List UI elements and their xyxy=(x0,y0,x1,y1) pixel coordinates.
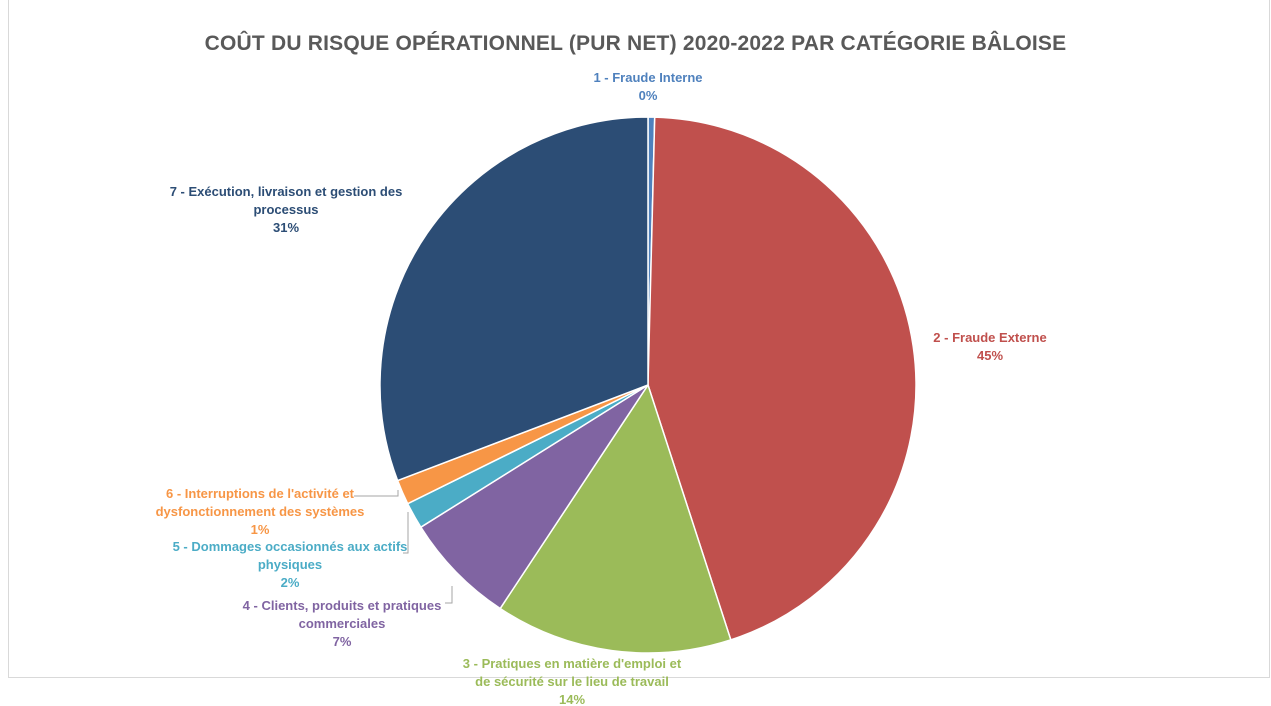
slice-category-label: 7 - Exécution, livraison et gestion des xyxy=(170,184,403,199)
pie-slice xyxy=(379,116,649,482)
leader-line xyxy=(403,512,409,554)
slice-label: 2 - Fraude Externe 45% xyxy=(933,330,1046,363)
slice-label: 7 - Exécution, livraison et gestion des p… xyxy=(170,184,403,235)
slice-category-label: 3 - Pratiques en matière d'emploi et xyxy=(463,656,682,671)
slice-category-label: 4 - Clients, produits et pratiques xyxy=(243,598,442,613)
slice-percent-label: 45% xyxy=(977,348,1003,363)
pie-slice xyxy=(419,384,649,610)
slice-percent-label: 31% xyxy=(273,220,299,235)
slice-percent-label: 2% xyxy=(281,575,300,590)
slice-percent-label: 1% xyxy=(251,522,270,537)
leader-line xyxy=(354,490,399,497)
slice-category-label: 5 - Dommages occasionnés aux actifs xyxy=(173,539,408,554)
leader-line xyxy=(445,586,453,604)
slice-category-label: 2 - Fraude Externe xyxy=(933,330,1046,345)
slice-category-label: commerciales xyxy=(299,616,386,631)
slice-label: 3 - Pratiques en matière d'emploi et de s… xyxy=(463,656,682,706)
slice-percent-label: 0% xyxy=(639,88,658,103)
slice-label: 5 - Dommages occasionnés aux actifs physi… xyxy=(173,539,408,590)
slice-category-label: processus xyxy=(253,202,318,217)
pie-slice xyxy=(647,116,917,641)
slice-percent-label: 7% xyxy=(333,634,352,649)
slice-category-label: 1 - Fraude Interne xyxy=(593,70,702,85)
chart-title: COÛT DU RISQUE OPÉRATIONNEL (PUR NET) 20… xyxy=(204,32,1067,55)
slice-category-label: dysfonctionnement des systèmes xyxy=(156,504,365,519)
pie-slice xyxy=(499,383,732,654)
slice-category-label: de sécurité sur le lieu de travail xyxy=(475,674,669,689)
slice-label: 1 - Fraude Interne 0% xyxy=(593,70,702,103)
chart-frame xyxy=(8,0,1270,678)
slice-category-label: 6 - Interruptions de l'activité et xyxy=(166,486,355,501)
slice-category-label: physiques xyxy=(258,557,322,572)
slice-label: 4 - Clients, produits et pratiques commer… xyxy=(243,598,442,649)
slice-label: 6 - Interruptions de l'activité et dysfon… xyxy=(156,486,365,537)
slice-percent-label: 14% xyxy=(559,692,585,706)
